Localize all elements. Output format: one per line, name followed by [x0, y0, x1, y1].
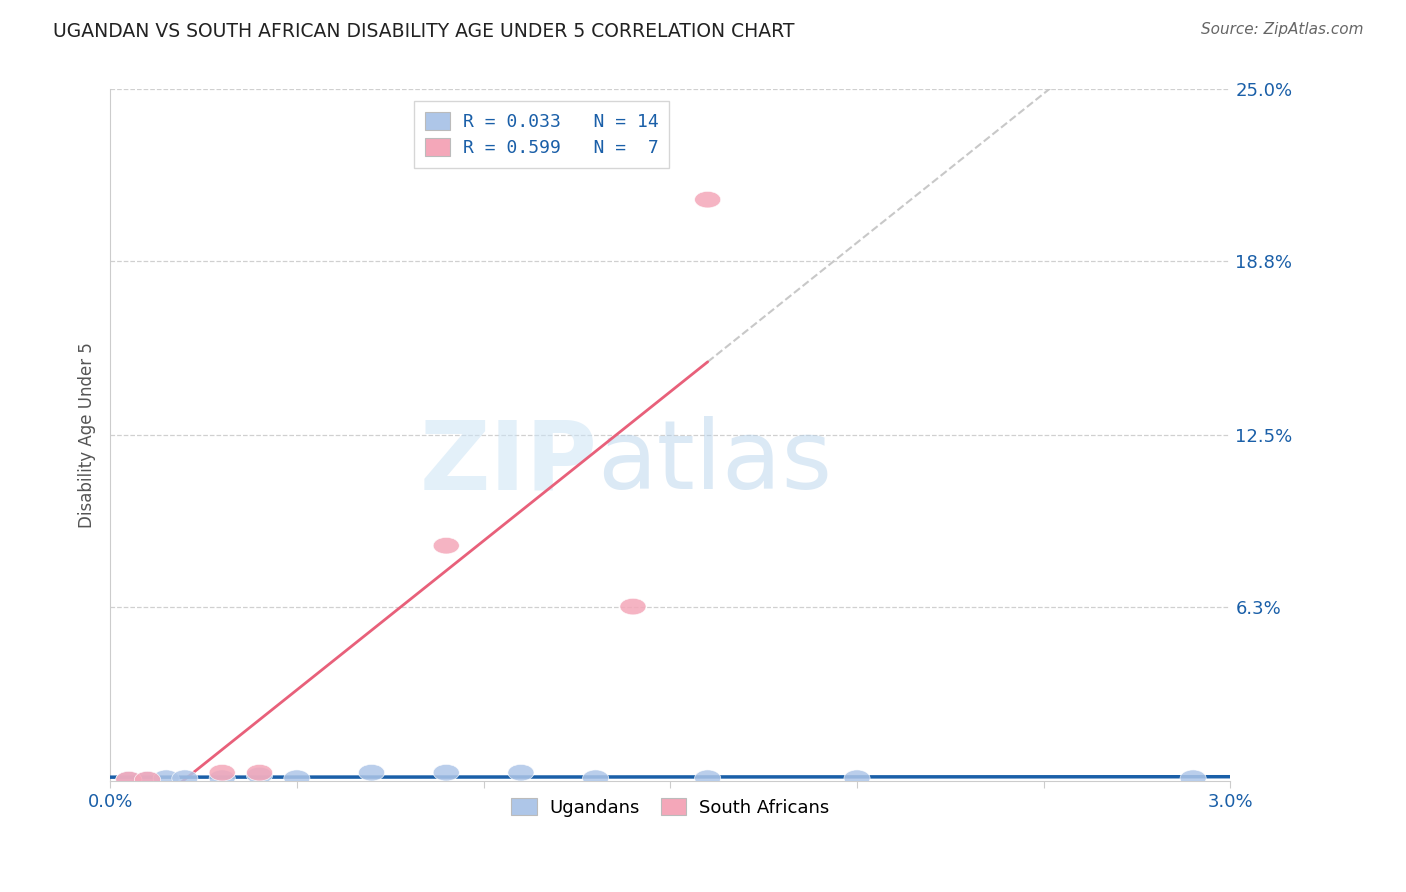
Ellipse shape: [172, 770, 198, 787]
Ellipse shape: [209, 764, 235, 781]
Ellipse shape: [1180, 770, 1206, 787]
Ellipse shape: [582, 770, 609, 787]
Ellipse shape: [153, 770, 179, 787]
Text: Source: ZipAtlas.com: Source: ZipAtlas.com: [1201, 22, 1364, 37]
Text: atlas: atlas: [598, 417, 832, 509]
Ellipse shape: [695, 770, 721, 787]
Ellipse shape: [508, 764, 534, 781]
Ellipse shape: [844, 770, 870, 787]
Text: UGANDAN VS SOUTH AFRICAN DISABILITY AGE UNDER 5 CORRELATION CHART: UGANDAN VS SOUTH AFRICAN DISABILITY AGE …: [53, 22, 794, 41]
Ellipse shape: [284, 770, 309, 787]
Ellipse shape: [359, 764, 385, 781]
Ellipse shape: [135, 772, 160, 788]
Ellipse shape: [620, 599, 645, 615]
Legend: Ugandans, South Africans: Ugandans, South Africans: [503, 790, 837, 824]
Ellipse shape: [695, 191, 721, 208]
Ellipse shape: [115, 772, 142, 788]
Ellipse shape: [433, 764, 460, 781]
Ellipse shape: [135, 772, 160, 788]
Ellipse shape: [433, 537, 460, 554]
Ellipse shape: [115, 772, 142, 788]
Text: ZIP: ZIP: [419, 417, 598, 509]
Y-axis label: Disability Age Under 5: Disability Age Under 5: [79, 342, 96, 528]
Ellipse shape: [246, 764, 273, 781]
Ellipse shape: [209, 770, 235, 787]
Ellipse shape: [246, 767, 273, 784]
